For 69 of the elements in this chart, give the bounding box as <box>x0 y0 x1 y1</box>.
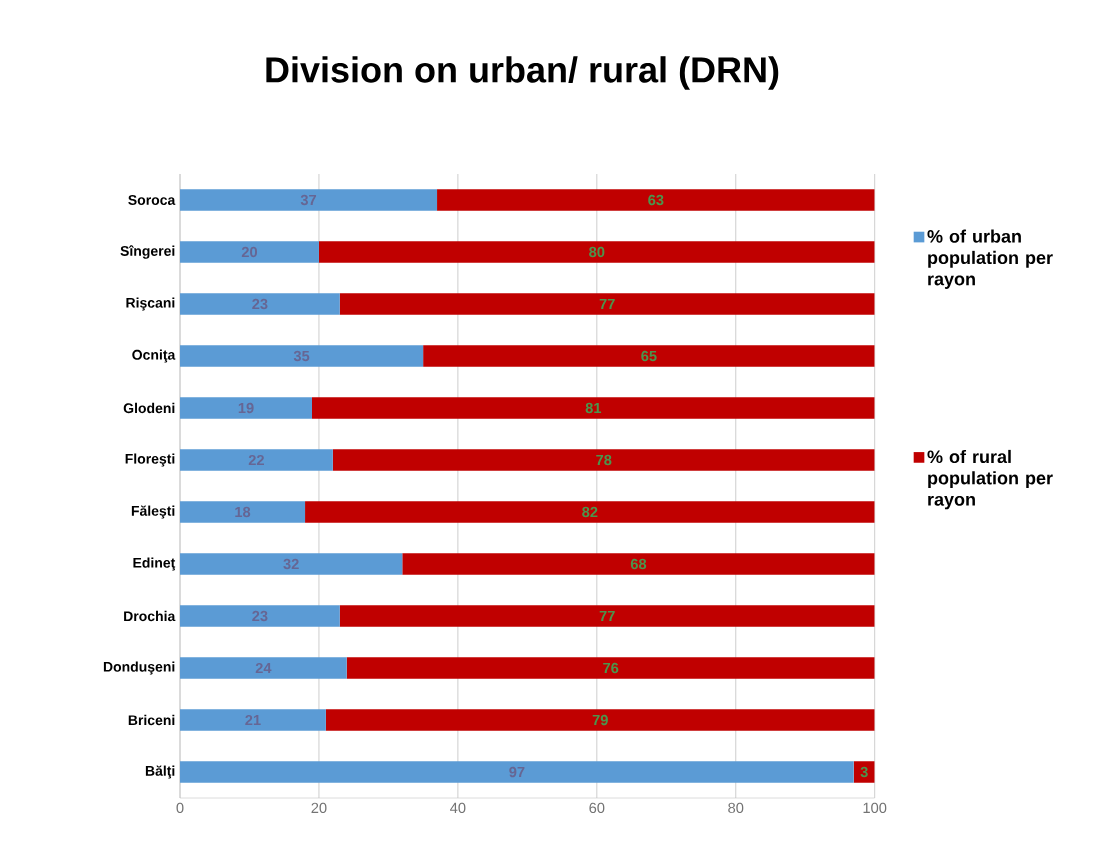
bar <box>180 605 340 627</box>
bar <box>325 709 875 731</box>
bar <box>332 449 875 471</box>
y-tick-label: Făleşti <box>131 505 175 519</box>
legend-label: % of urban population per rayon <box>927 229 1053 289</box>
bar <box>311 397 875 419</box>
data-label: 77 <box>599 298 615 310</box>
x-tick-label: 60 <box>589 802 605 814</box>
data-label: 37 <box>300 194 317 206</box>
bar <box>402 553 875 575</box>
data-label: 79 <box>592 714 608 726</box>
bar <box>180 241 319 263</box>
bar <box>305 501 875 523</box>
y-tick-label: Edineţ <box>133 557 176 571</box>
bar <box>423 345 875 367</box>
y-tick-label: Soroca <box>128 195 176 205</box>
bar <box>180 709 326 731</box>
x-tick-label: 100 <box>863 802 887 814</box>
y-tick-label: Bălţi <box>145 765 175 779</box>
y-tick-label: Rişcani <box>126 297 175 311</box>
data-label: 80 <box>589 246 605 258</box>
bar <box>180 293 340 315</box>
data-label: 19 <box>238 402 254 414</box>
data-label: 23 <box>252 298 268 310</box>
y-tick-label: Drochia <box>124 610 176 622</box>
bar <box>318 241 875 263</box>
bar <box>853 761 875 783</box>
bar <box>180 553 403 575</box>
x-tick-label: 40 <box>450 802 466 814</box>
bar <box>180 449 333 471</box>
y-tick-label: Briceni <box>128 714 175 726</box>
data-label: 81 <box>585 402 602 414</box>
data-label: 20 <box>241 246 258 258</box>
bar <box>437 189 875 211</box>
bar <box>180 397 312 419</box>
data-label: 32 <box>283 558 299 570</box>
bar <box>180 189 438 211</box>
y-tick-label: Donduşeni <box>103 661 175 675</box>
data-label: 21 <box>245 714 261 726</box>
x-tick-label: 0 <box>176 802 184 814</box>
bar <box>180 345 424 367</box>
data-label: 24 <box>255 662 272 674</box>
data-label: 78 <box>596 454 612 466</box>
bar <box>339 605 875 627</box>
data-label: 76 <box>603 662 619 674</box>
data-label: 18 <box>235 506 251 518</box>
x-tick-label: 20 <box>311 802 327 814</box>
data-label: 3 <box>860 766 868 778</box>
y-tick-label: Ocniţa <box>132 349 176 363</box>
y-tick-label: Sîngerei <box>120 245 175 259</box>
chart-title: Division on urban/ rural (DRN) <box>266 56 779 90</box>
bar <box>339 293 875 315</box>
data-label: 22 <box>248 454 264 466</box>
data-label: 77 <box>599 610 615 622</box>
x-tick-label: 80 <box>728 802 744 814</box>
y-tick-label: Floreşti <box>125 453 175 467</box>
data-label: 65 <box>641 350 657 362</box>
bar <box>180 501 306 523</box>
y-tick-label: Glodeni <box>123 402 175 414</box>
data-label: 63 <box>648 194 664 206</box>
bar <box>180 657 347 679</box>
data-label: 68 <box>630 558 647 570</box>
data-label: 35 <box>293 350 310 362</box>
data-label: 23 <box>252 610 268 622</box>
data-label: 82 <box>582 506 598 518</box>
bar <box>346 657 875 679</box>
data-label: 97 <box>509 766 525 778</box>
bar <box>180 761 854 783</box>
legend-label: % of rural population per rayon <box>927 449 1053 510</box>
